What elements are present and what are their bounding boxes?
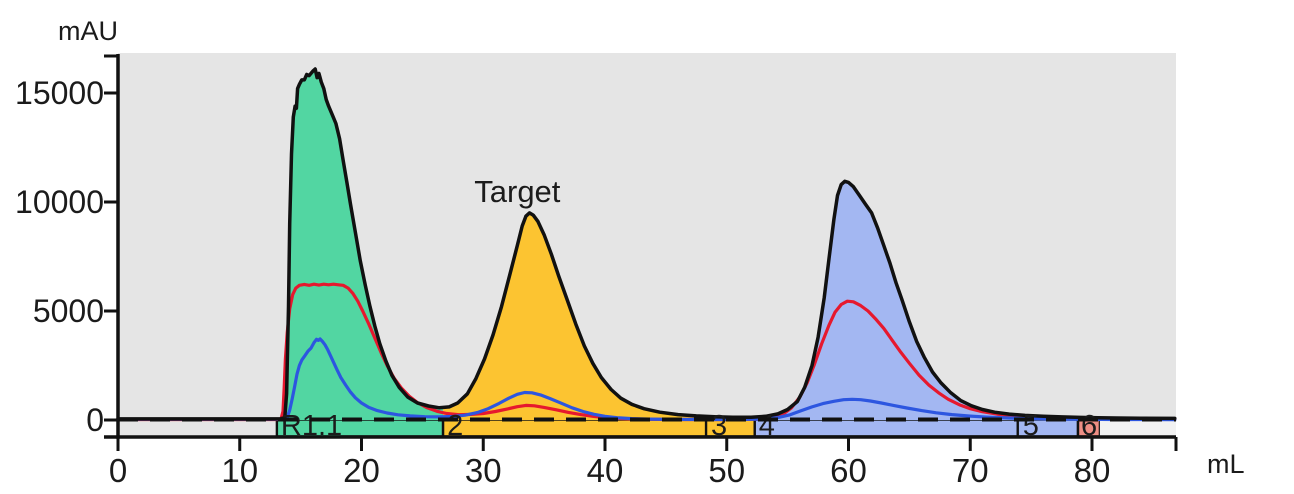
- y-tick-label: 0: [86, 402, 104, 438]
- plot-area-background: [118, 53, 1176, 437]
- x-tick-label: 30: [465, 452, 502, 489]
- y-axis-unit-label: mAU: [58, 16, 118, 46]
- target-peak-annotation: Target: [474, 174, 561, 209]
- fraction-strip-segment: [118, 419, 277, 437]
- uv-sum-trace-curve: [116, 67, 1177, 421]
- x-tick-label: 50: [708, 452, 745, 489]
- x-tick-label: 10: [221, 452, 258, 489]
- peak-fill-pool-2-target: [443, 212, 755, 420]
- x-tick-label: 40: [587, 452, 624, 489]
- red-trace-curve: [116, 282, 1177, 422]
- x-tick-label: 60: [830, 452, 867, 489]
- chromatogram-curves: [116, 67, 1177, 422]
- peak-fill-pool-3: [754, 181, 1078, 420]
- peak-area-fills: [276, 69, 1078, 420]
- y-tick-label: 10000: [15, 184, 104, 220]
- x-axis-unit-label: mL: [1207, 449, 1245, 479]
- x-tick-label: 80: [1074, 452, 1111, 489]
- x-tick-label: 20: [343, 452, 380, 489]
- blue-trace-curve: [116, 337, 1177, 422]
- tick-labels: 0 5000 10000 15000 0 10 20 30 40 50 60 70 80: [15, 75, 1110, 489]
- peak-fill-pool-1: [276, 69, 444, 420]
- x-tick-label: 70: [952, 452, 989, 489]
- fraction-strip-segment: [441, 418, 756, 438]
- fraction-label-3: 3: [711, 410, 727, 442]
- fraction-strip-segment: [1099, 419, 1177, 437]
- y-tick-label: 15000: [15, 75, 104, 111]
- y-tick-label: 5000: [33, 293, 104, 329]
- x-tick-label: 0: [109, 452, 127, 489]
- axes: [104, 54, 1178, 451]
